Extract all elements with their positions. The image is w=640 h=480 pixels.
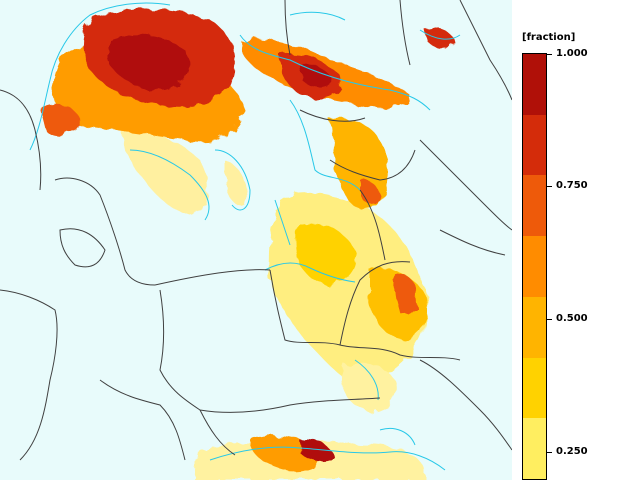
coastlines — [29, 2, 461, 471]
legend-unit-label: [fraction] — [522, 32, 576, 43]
legend-tick-label: 0.500 — [556, 313, 588, 324]
legend-tick-mark — [547, 186, 552, 187]
legend-tick-mark — [547, 452, 552, 453]
legend-tick-mark — [547, 54, 552, 55]
legend-color-segment — [523, 54, 546, 115]
legend-color-segment — [523, 296, 546, 358]
fraction-map — [0, 0, 512, 480]
high-fraction-field — [40, 8, 455, 462]
legend-color-segment — [523, 357, 546, 419]
legend-color-segment — [523, 114, 546, 176]
legend-colorbar — [522, 53, 547, 480]
map-panel — [0, 0, 512, 480]
legend-tick-label: 1.000 — [556, 48, 588, 59]
legend-tick-mark — [547, 319, 552, 320]
legend-color-segment — [523, 236, 546, 297]
legend-color-segment — [523, 418, 546, 479]
legend-tick-label: 0.750 — [556, 180, 588, 191]
legend-tick-label: 0.250 — [556, 446, 588, 457]
legend-color-segment — [523, 175, 546, 237]
country-borders — [0, 0, 512, 461]
